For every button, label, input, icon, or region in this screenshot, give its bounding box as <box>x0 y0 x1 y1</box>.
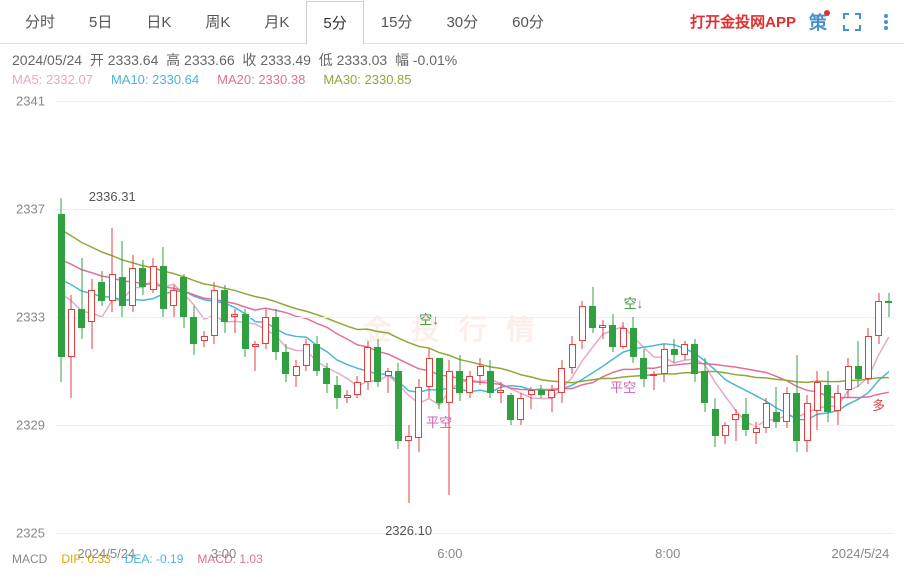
fullscreen-icon[interactable] <box>842 12 862 32</box>
y-tick-label: 2341 <box>16 94 45 109</box>
info-date: 2024/05/24 <box>12 52 82 68</box>
y-tick-label: 2333 <box>16 310 45 325</box>
x-tick-label: 6:00 <box>437 546 462 561</box>
tab-月K[interactable]: 月K <box>247 0 306 44</box>
open-app-link[interactable]: 打开金投网APP <box>690 11 796 32</box>
signal-marker: 平空 <box>610 377 636 396</box>
y-tick-label: 2325 <box>16 526 45 541</box>
tab-30分[interactable]: 30分 <box>429 0 495 44</box>
tab-周K[interactable]: 周K <box>188 0 247 44</box>
tab-日K[interactable]: 日K <box>129 0 188 44</box>
ma-legend: MA5: 2332.07 MA10: 2330.64 MA20: 2330.38 MA… <box>0 70 904 93</box>
ma-legend-item: MA5: 2332.07 <box>12 72 93 87</box>
x-tick-label: 2024/5/24 <box>832 546 890 561</box>
x-tick-label: 8:00 <box>655 546 680 561</box>
tab-5日[interactable]: 5日 <box>72 0 129 44</box>
ma-legend-item: MA20: 2330.38 <box>217 72 305 87</box>
strategy-icon[interactable]: 策 <box>808 12 828 32</box>
signal-marker: 空↓ <box>624 293 644 312</box>
signal-marker: 平空 <box>426 412 452 431</box>
y-tick-label: 2329 <box>16 418 45 433</box>
x-tick-label: 3:00 <box>211 546 236 561</box>
tab-60分[interactable]: 60分 <box>495 0 561 44</box>
tab-分时[interactable]: 分时 <box>8 0 72 44</box>
x-tick-label: 2024/5/24 <box>77 546 135 561</box>
timeframe-tabs: 分时5日日K周K月K5分15分30分60分 <box>8 0 561 44</box>
y-tick-label: 2337 <box>16 202 45 217</box>
candlestick-chart[interactable]: 金 投 行 情 MACDDIF: 0.33DEA: -0.19MACD: 1.0… <box>0 93 904 563</box>
signal-marker: 多 <box>872 395 885 414</box>
price-annotation: 2326.10 <box>385 523 432 538</box>
toolbar: 分时5日日K周K月K5分15分30分60分 打开金投网APP 策 <box>0 0 904 44</box>
toolbar-right-icons: 策 <box>808 12 896 32</box>
ma-legend-item: MA30: 2330.85 <box>323 72 411 87</box>
ma-legend-item: MA10: 2330.64 <box>111 72 199 87</box>
ohlc-info-bar: 2024/05/24 开 2333.64 高 2333.66 收 2333.49… <box>0 44 904 70</box>
watermark: 金 投 行 情 <box>363 308 540 348</box>
tab-5分[interactable]: 5分 <box>306 1 363 45</box>
signal-marker: 空↓ <box>419 309 439 328</box>
more-icon[interactable] <box>876 12 896 32</box>
price-annotation: 2336.31 <box>89 189 136 204</box>
tab-15分[interactable]: 15分 <box>364 0 430 44</box>
